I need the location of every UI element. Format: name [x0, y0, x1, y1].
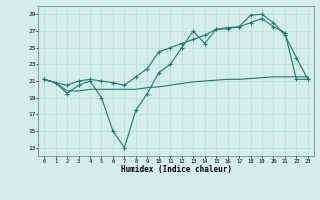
X-axis label: Humidex (Indice chaleur): Humidex (Indice chaleur) [121, 165, 231, 174]
